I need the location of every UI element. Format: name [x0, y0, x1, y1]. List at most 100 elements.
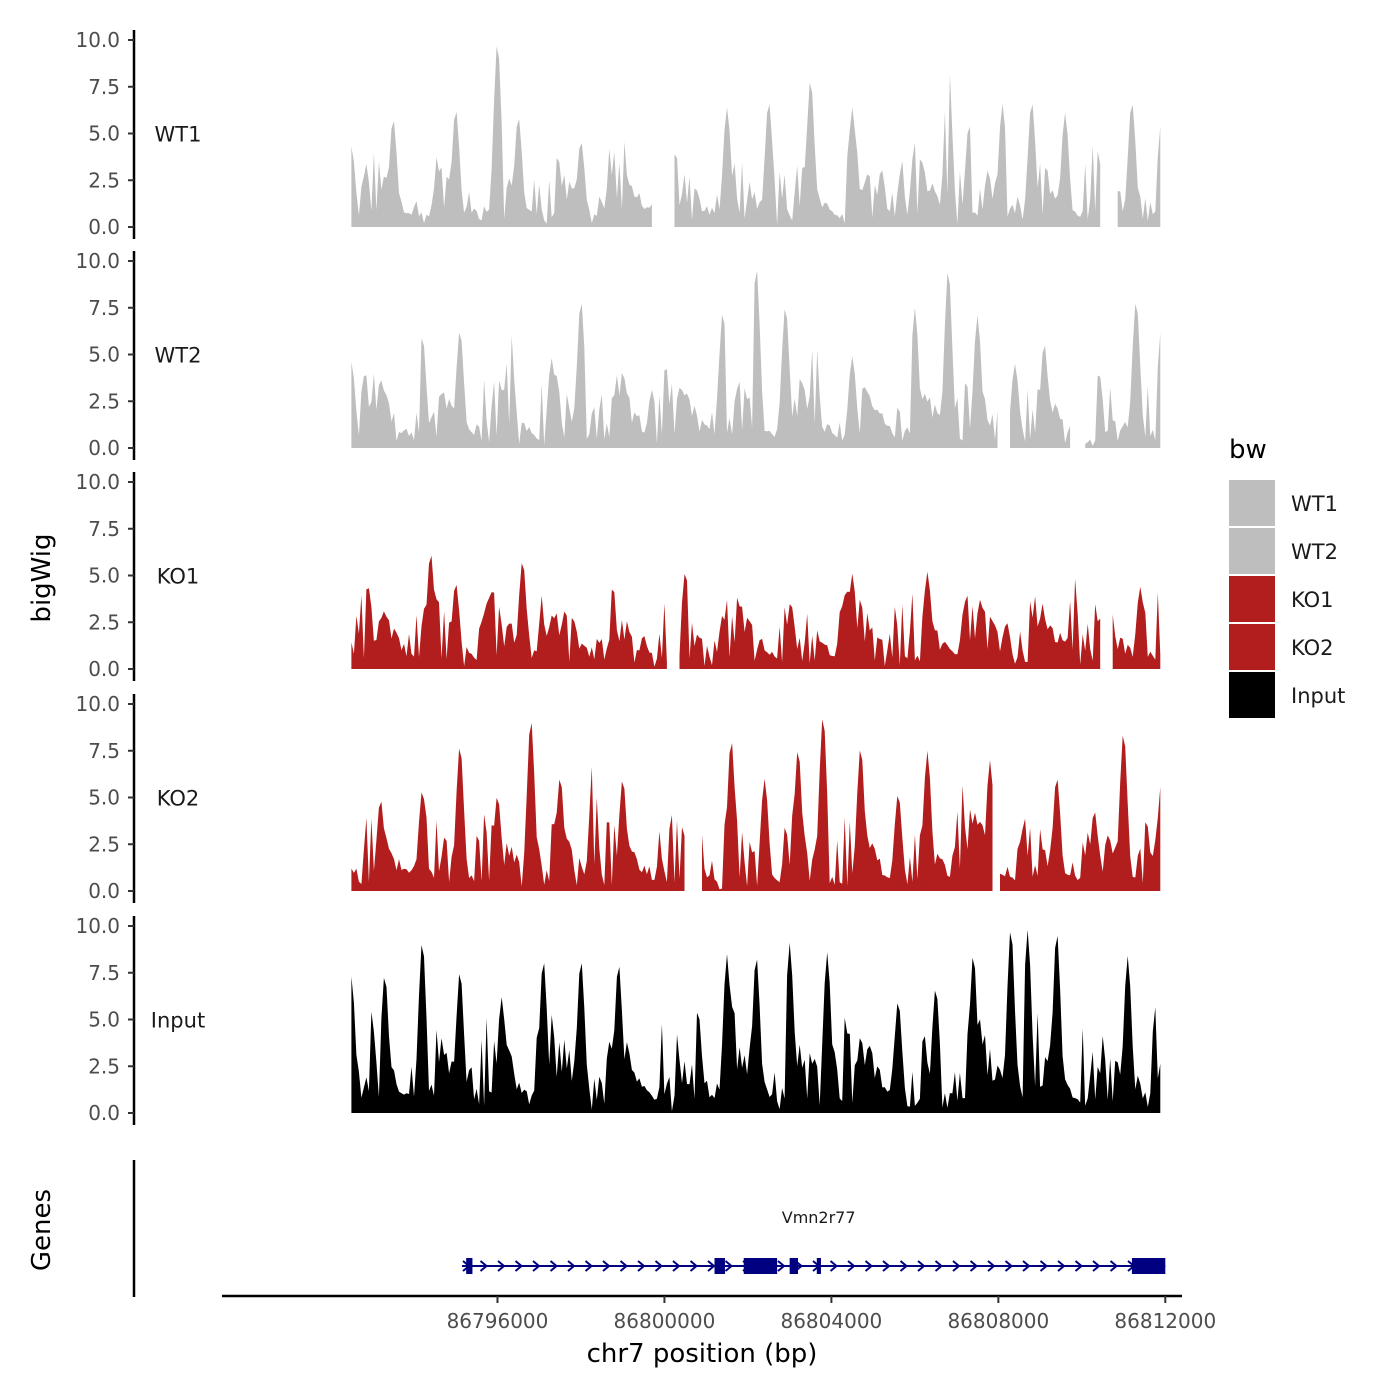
genes-panel: Genes Vmn2r77 [27, 1160, 1166, 1297]
track-panel-ko1: 0.0 2.5 5.0 7.5 10.0 KO1 [75, 470, 1162, 681]
gene-exon-4 [816, 1258, 821, 1274]
strand-chevron-37 [1109, 1260, 1119, 1272]
coverage-area-wt1-2 [1117, 104, 1161, 227]
y-axis-title: bigWig [27, 533, 57, 622]
y-tick-label-wt1-1: 2.5 [88, 168, 120, 192]
x-tick-label-4: 86812000 [1114, 1309, 1216, 1333]
gene-exon-2 [743, 1258, 778, 1274]
strand-chevron-7 [584, 1260, 594, 1272]
coverage-area-ko2-0 [351, 723, 685, 891]
strand-chevron-9 [619, 1260, 629, 1272]
legend-label-ko1: KO1 [1291, 588, 1334, 612]
y-tick-label-input-2: 5.0 [88, 1008, 120, 1032]
coverage-area-ko2-2 [1000, 735, 1161, 891]
y-tick-label-wt1-2: 5.0 [88, 122, 120, 146]
gene-label: Vmn2r77 [782, 1208, 856, 1227]
y-tick-label-input-4: 10.0 [75, 914, 120, 938]
strand-chevron-31 [1004, 1260, 1014, 1272]
strand-chevron-13 [689, 1260, 699, 1272]
x-tick-label-1: 86800000 [614, 1309, 716, 1333]
strand-chevron-23 [864, 1260, 874, 1272]
strand-chevron-34 [1057, 1260, 1066, 1272]
gene-exon-0 [466, 1258, 473, 1274]
y-tick-label-ko1-3: 7.5 [88, 517, 120, 541]
strand-chevron-1 [479, 1260, 489, 1272]
y-tick-label-wt2-1: 2.5 [88, 389, 120, 413]
strand-chevron-21 [829, 1260, 839, 1272]
strand-chevron-15 [724, 1260, 734, 1272]
strand-chevron-36 [1092, 1260, 1101, 1272]
coverage-area-wt2-0 [351, 270, 998, 448]
strand-chevron-3 [514, 1260, 524, 1272]
legend-label-ko2: KO2 [1291, 636, 1334, 660]
legend-swatch-wt1 [1229, 480, 1275, 526]
strand-chevron-27 [934, 1260, 944, 1272]
strand-chevron-26 [917, 1260, 926, 1272]
genes-axis-title: Genes [27, 1189, 57, 1271]
y-tick-label-ko2-0: 0.0 [88, 879, 120, 903]
strand-chevron-6 [567, 1260, 576, 1272]
strand-chevron-28 [952, 1260, 961, 1272]
y-tick-label-wt2-0: 0.0 [88, 436, 120, 460]
coverage-area-wt2-1 [1010, 345, 1071, 448]
strand-chevron-8 [602, 1260, 611, 1272]
y-tick-label-ko1-4: 10.0 [75, 470, 120, 494]
gene-exon-1 [714, 1258, 725, 1274]
strand-chevron-10 [637, 1260, 646, 1272]
x-ticks-layer: 86796000 86800000 86804000 86808000 86812000 [447, 1296, 1216, 1333]
track-label-wt2: WT2 [155, 344, 202, 368]
strand-chevron-14 [707, 1260, 716, 1272]
strand-chevron-12 [672, 1260, 681, 1272]
y-tick-label-wt1-4: 10.0 [75, 28, 120, 52]
legend-swatch-ko2 [1229, 624, 1275, 670]
y-tick-label-input-0: 0.0 [88, 1101, 120, 1125]
x-tick-label-2: 86804000 [780, 1309, 882, 1333]
coverage-area-ko2-1 [702, 719, 993, 891]
x-tick-label-0: 86796000 [447, 1309, 549, 1333]
legend: bw WT1 WT2 KO1 KO2 Input [1229, 435, 1345, 718]
y-tick-label-wt1-0: 0.0 [88, 215, 120, 239]
gene-exon-5 [1131, 1258, 1166, 1274]
coverage-area-wt2-2 [1085, 303, 1161, 448]
y-tick-label-wt1-3: 7.5 [88, 75, 120, 99]
y-tick-label-ko2-3: 7.5 [88, 739, 120, 763]
y-tick-label-wt2-4: 10.0 [75, 249, 120, 273]
coverage-area-wt1-0 [351, 46, 652, 228]
legend-swatch-ko1 [1229, 576, 1275, 622]
x-axis-title: chr7 position (bp) [587, 1339, 818, 1369]
y-tick-label-ko2-4: 10.0 [75, 692, 120, 716]
y-tick-label-ko2-1: 2.5 [88, 832, 120, 856]
y-tick-label-ko1-0: 0.0 [88, 657, 120, 681]
coverage-area-ko1-2 [1112, 586, 1161, 669]
legend-items: WT1 WT2 KO1 KO2 Input [1229, 480, 1345, 718]
coverage-area-ko1-0 [351, 555, 667, 669]
track-panel-wt2: 0.0 2.5 5.0 7.5 10.0 WT2 [75, 249, 1162, 460]
legend-label-input: Input [1291, 684, 1345, 708]
gene-vmn2r77: Vmn2r77 [462, 1208, 1166, 1274]
track-label-wt1: WT1 [155, 123, 202, 147]
strand-chevron-11 [654, 1260, 664, 1272]
legend-label-wt2: WT2 [1291, 540, 1338, 564]
x-tick-label-3: 86808000 [947, 1309, 1049, 1333]
legend-label-wt1: WT1 [1291, 492, 1338, 516]
x-axis: 86796000 86800000 86804000 86808000 86812000… [222, 1294, 1216, 1369]
gene-exon-3 [789, 1258, 798, 1274]
track-label-ko1: KO1 [157, 565, 200, 589]
strand-chevron-24 [882, 1260, 891, 1272]
strand-chevron-35 [1074, 1260, 1084, 1272]
strand-chevron-4 [532, 1260, 541, 1272]
tracks-layer: 0.0 2.5 5.0 7.5 10.0 WT1 0.0 2.5 5.0 7.5 10.0 WT2 0.… [75, 28, 1162, 1125]
track-label-ko2: KO2 [157, 787, 200, 811]
track-panel-input: 0.0 2.5 5.0 7.5 10.0 Input [75, 914, 1162, 1125]
track-panel-wt1: 0.0 2.5 5.0 7.5 10.0 WT1 [75, 28, 1162, 239]
track-label-input: Input [151, 1009, 205, 1033]
strand-chevron-29 [969, 1260, 979, 1272]
coverage-area-input-0 [351, 929, 1161, 1113]
y-tick-label-wt2-3: 7.5 [88, 296, 120, 320]
strand-chevron-25 [899, 1260, 909, 1272]
y-tick-label-ko1-1: 2.5 [88, 610, 120, 634]
legend-title: bw [1229, 435, 1267, 465]
coverage-area-wt1-1 [674, 73, 1101, 228]
legend-swatch-wt2 [1229, 528, 1275, 574]
